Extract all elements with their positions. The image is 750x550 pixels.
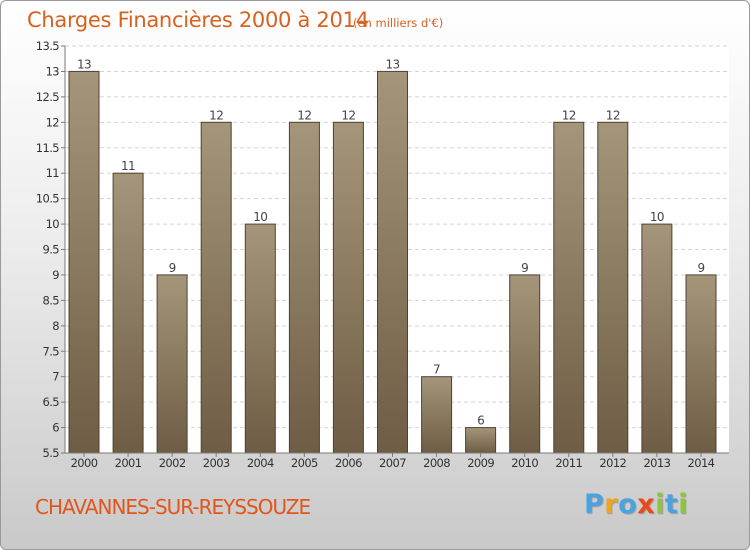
logo-letter: r bbox=[604, 489, 619, 520]
bar bbox=[509, 274, 541, 454]
y-tick-label: 8 bbox=[52, 319, 59, 333]
x-tick-label: 2014 bbox=[688, 456, 715, 470]
chart-unit: (en milliers d'€) bbox=[353, 16, 444, 30]
y-tick-label: 11 bbox=[46, 166, 60, 180]
bar bbox=[156, 274, 188, 454]
bars bbox=[68, 70, 717, 454]
x-tick-label: 2002 bbox=[159, 456, 186, 470]
data-label: 12 bbox=[562, 108, 576, 122]
data-label: 7 bbox=[433, 363, 440, 377]
bar bbox=[421, 376, 453, 454]
data-label: 13 bbox=[77, 57, 91, 71]
logo-letter: i bbox=[655, 489, 665, 520]
proxiti-logo: Proxiti bbox=[584, 489, 688, 520]
x-tick-label: 2013 bbox=[643, 456, 670, 470]
axes bbox=[61, 45, 729, 457]
y-tick-label: 11.5 bbox=[36, 141, 59, 155]
y-tick-labels: 5.5 6 6.5 7 7.5 8 8.5 9 9.5 10 10.5 11 11.5 12 12.5 13 1… bbox=[36, 39, 60, 460]
data-label: 12 bbox=[209, 108, 223, 122]
data-label: 11 bbox=[121, 159, 135, 173]
bar bbox=[597, 121, 629, 454]
y-tick-label: 9 bbox=[52, 268, 59, 282]
x-tick-labels: 2000 2001 2002 2003 2004 2005 2006 2007 2008 2009… bbox=[71, 456, 716, 470]
x-tick-label: 2007 bbox=[379, 456, 406, 470]
logo-letter: t bbox=[664, 489, 679, 520]
x-tick-label: 2003 bbox=[203, 456, 230, 470]
data-label: 13 bbox=[385, 57, 399, 71]
x-tick-label: 2004 bbox=[247, 456, 274, 470]
logo-letter: P bbox=[584, 489, 605, 520]
bar bbox=[332, 121, 364, 454]
y-tick-label: 12 bbox=[46, 115, 60, 129]
x-tick-label: 2011 bbox=[555, 456, 582, 470]
bar bbox=[377, 70, 408, 454]
bar bbox=[553, 121, 585, 454]
y-tick-label: 10.5 bbox=[36, 192, 59, 206]
x-tick-label: 2012 bbox=[599, 456, 626, 470]
data-label: 12 bbox=[341, 108, 355, 122]
x-tick-label: 2001 bbox=[115, 456, 142, 470]
bar bbox=[112, 172, 144, 454]
y-tick-label: 6 bbox=[52, 421, 59, 435]
y-tick-label: 9.5 bbox=[43, 243, 60, 257]
bar bbox=[68, 70, 100, 454]
data-label: 9 bbox=[521, 261, 528, 275]
y-tick-label: 7 bbox=[52, 370, 59, 384]
logo-letter: i bbox=[678, 489, 689, 520]
x-tick-label: 2006 bbox=[335, 456, 362, 470]
x-tick-label: 2005 bbox=[291, 456, 318, 470]
data-label: 12 bbox=[606, 108, 620, 122]
bar bbox=[641, 223, 673, 454]
y-tick-label: 13.5 bbox=[36, 39, 59, 53]
data-label: 6 bbox=[477, 414, 484, 428]
y-tick-label: 10 bbox=[46, 217, 60, 231]
bar bbox=[200, 121, 232, 454]
y-tick-label: 13 bbox=[46, 64, 60, 78]
x-tick-label: 2009 bbox=[467, 456, 494, 470]
data-label: 12 bbox=[297, 108, 311, 122]
y-tick-label: 7.5 bbox=[43, 344, 60, 358]
chart-title: Charges Financières 2000 à 2014 bbox=[27, 8, 369, 32]
data-label: 10 bbox=[253, 210, 267, 224]
y-tick-label: 12.5 bbox=[36, 90, 59, 104]
x-tick-label: 2008 bbox=[423, 456, 450, 470]
bar bbox=[465, 427, 497, 454]
commune-name: CHAVANNES-SUR-REYSSOUZE bbox=[35, 495, 311, 519]
y-tick-label: 8.5 bbox=[43, 293, 60, 307]
x-tick-label: 2000 bbox=[71, 456, 98, 470]
y-tick-label: 5.5 bbox=[43, 446, 60, 460]
logo-letter: x bbox=[637, 489, 656, 520]
logo-letter: o bbox=[618, 489, 638, 520]
data-label: 9 bbox=[169, 261, 176, 275]
data-label: 9 bbox=[697, 261, 704, 275]
bar bbox=[244, 223, 276, 454]
bar bbox=[288, 121, 320, 454]
bar bbox=[685, 274, 717, 454]
y-tick-label: 6.5 bbox=[43, 395, 60, 409]
x-tick-label: 2010 bbox=[511, 456, 538, 470]
data-label: 10 bbox=[650, 210, 664, 224]
data-labels: 13 11 9 12 10 12 12 13 7 6 9 12 12 10 9 bbox=[77, 57, 705, 427]
